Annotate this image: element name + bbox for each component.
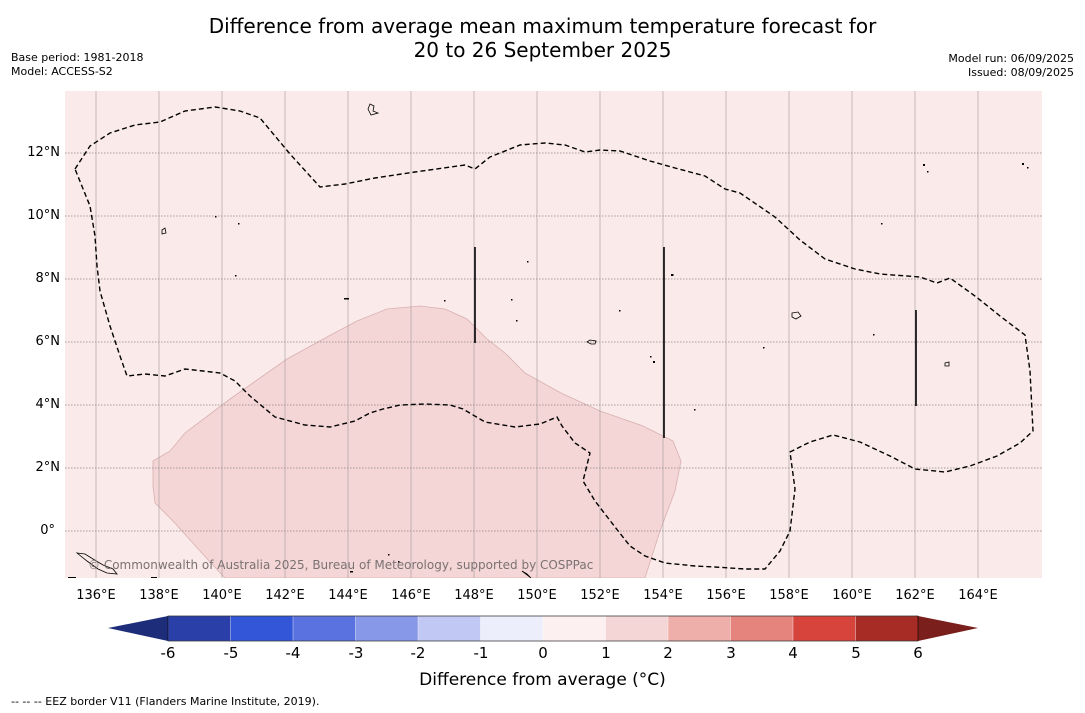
colorbar-cell — [293, 616, 356, 641]
cb-tick-m2: -2 — [403, 644, 433, 662]
lon-label-164e: 164°E — [948, 588, 1008, 603]
colorbar-cell — [731, 616, 794, 641]
colorbar-label: Difference from average (°C) — [0, 670, 1085, 690]
cb-tick-5: 5 — [841, 644, 871, 662]
cb-tick-m6: -6 — [153, 644, 183, 662]
meta-right: Model run: 06/09/2025 Issued: 08/09/2025 — [948, 52, 1074, 80]
lon-label-158e: 158°E — [759, 588, 819, 603]
colorbar-cell — [606, 616, 669, 641]
colorbar-cell — [668, 616, 731, 641]
lat-label-4n: 4°N — [0, 397, 60, 412]
lat-label-12n: 12°N — [0, 145, 60, 160]
map-panel — [65, 91, 1042, 578]
lat-label-2n: 2°N — [0, 460, 60, 475]
colorbar-extend-high — [918, 616, 978, 641]
lon-label-148e: 148°E — [444, 588, 504, 603]
lon-label-146e: 146°E — [381, 588, 441, 603]
cb-tick-1: 1 — [591, 644, 621, 662]
lon-label-154e: 154°E — [633, 588, 693, 603]
colorbar-cell — [793, 616, 856, 641]
colorbar-cell — [481, 616, 544, 641]
colorbar-extend-low — [108, 616, 168, 641]
cb-tick-m3: -3 — [341, 644, 371, 662]
island-north — [368, 104, 378, 115]
eez-footnote: -- -- -- EEZ border V11 (Flanders Marine… — [11, 695, 319, 708]
cb-tick-m5: -5 — [216, 644, 246, 662]
base-period: Base period: 1981-2018 — [11, 51, 143, 65]
cb-tick-m1: -1 — [466, 644, 496, 662]
colorbar-cell — [418, 616, 481, 641]
colorbar-cell — [856, 616, 919, 641]
colorbar — [108, 614, 978, 644]
colorbar-cells — [168, 616, 918, 641]
cb-tick-3: 3 — [716, 644, 746, 662]
meta-left: Base period: 1981-2018 Model: ACCESS-S2 — [11, 51, 143, 79]
title-line-1: Difference from average mean maximum tem… — [0, 14, 1085, 38]
lon-label-138e: 138°E — [129, 588, 189, 603]
lon-label-156e: 156°E — [696, 588, 756, 603]
lat-label-8n: 8°N — [0, 271, 60, 286]
colorbar-cell — [231, 616, 294, 641]
cb-tick-m4: -4 — [278, 644, 308, 662]
colorbar-cell — [356, 616, 419, 641]
lon-label-152e: 152°E — [570, 588, 630, 603]
anomaly-region-1-2 — [153, 306, 681, 578]
lon-label-140e: 140°E — [192, 588, 252, 603]
lat-label-6n: 6°N — [0, 334, 60, 349]
cb-tick-0: 0 — [528, 644, 558, 662]
model-name: Model: ACCESS-S2 — [11, 65, 143, 79]
cb-tick-2: 2 — [653, 644, 683, 662]
lon-label-150e: 150°E — [507, 588, 567, 603]
cb-tick-4: 4 — [778, 644, 808, 662]
lon-label-136e: 136°E — [66, 588, 126, 603]
colorbar-cell — [543, 616, 606, 641]
lon-label-162e: 162°E — [885, 588, 945, 603]
title-line-2: 20 to 26 September 2025 — [0, 38, 1085, 62]
map-title: Difference from average mean maximum tem… — [0, 14, 1085, 62]
issued-date: Issued: 08/09/2025 — [948, 66, 1074, 80]
colorbar-cell — [168, 616, 231, 641]
map-svg — [65, 91, 1042, 578]
lat-label-0: 0° — [0, 523, 55, 538]
cb-tick-6: 6 — [903, 644, 933, 662]
lon-label-160e: 160°E — [822, 588, 882, 603]
lon-label-142e: 142°E — [255, 588, 315, 603]
copyright-notice: © Commonwealth of Australia 2025, Bureau… — [88, 558, 593, 572]
lon-label-144e: 144°E — [318, 588, 378, 603]
lat-label-10n: 10°N — [0, 208, 60, 223]
model-run: Model run: 06/09/2025 — [948, 52, 1074, 66]
